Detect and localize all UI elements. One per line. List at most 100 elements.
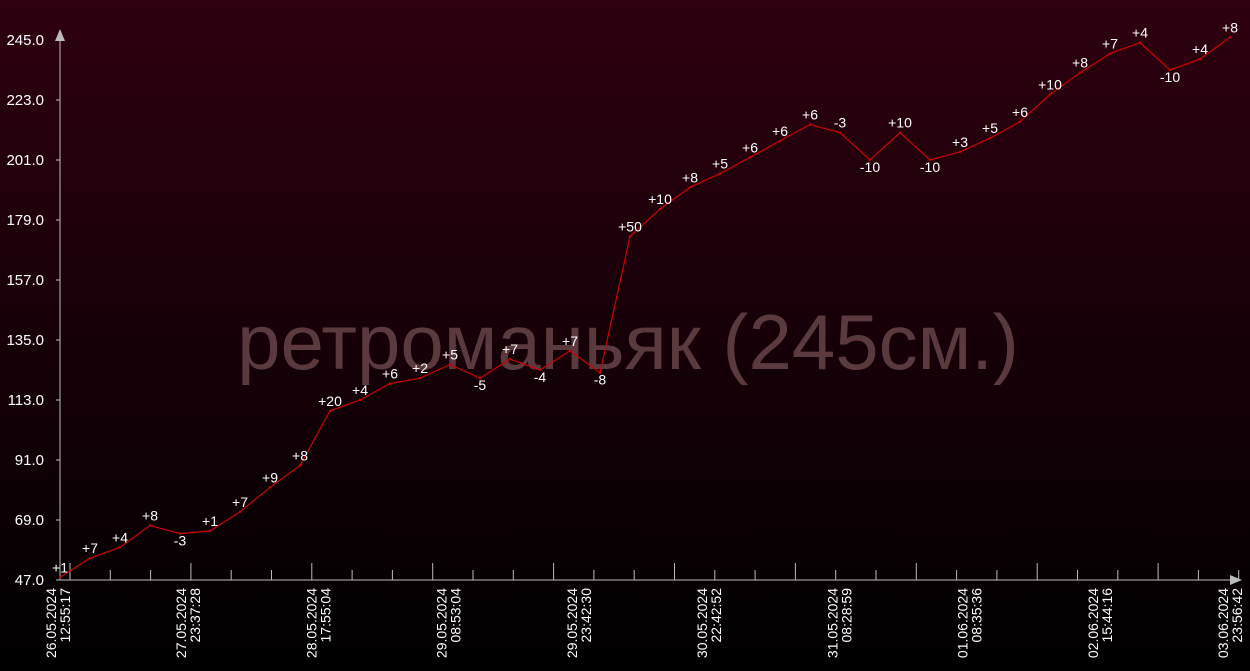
y-tick-label: 179.0 — [6, 212, 44, 229]
x-tick-date: 31.05.2024 — [824, 588, 840, 658]
data-label: +7 — [1102, 36, 1118, 52]
x-tick-date: 02.06.2024 — [1085, 588, 1101, 658]
data-label: +1 — [202, 513, 218, 529]
data-label: +6 — [742, 139, 758, 155]
data-label: +10 — [1038, 77, 1062, 93]
data-point — [628, 235, 632, 238]
data-label: +7 — [502, 341, 518, 357]
data-label: +6 — [802, 107, 818, 123]
data-label: +2 — [412, 360, 428, 376]
data-point — [58, 576, 62, 579]
data-point — [208, 529, 212, 533]
y-tick-label: 69.0 — [15, 512, 44, 529]
data-label: +1 — [52, 559, 68, 575]
x-tick-time: 23:56:42 — [1229, 588, 1245, 643]
x-tick-time: 22:42:52 — [708, 588, 724, 643]
data-point — [1108, 52, 1112, 55]
data-label: -10 — [1160, 69, 1180, 85]
data-point — [268, 486, 272, 489]
data-point — [358, 398, 362, 402]
x-tick-time: 12:55:17 — [57, 588, 73, 643]
watermark-text: ретроманьяк (245см.) — [237, 298, 1019, 386]
x-tick-date: 28.05.2024 — [303, 588, 319, 658]
x-tick-time: 08:35:36 — [969, 588, 985, 643]
series-line — [59, 36, 1231, 578]
y-tick-label: 135.0 — [6, 332, 44, 349]
data-label: +4 — [1192, 41, 1208, 57]
data-label: -8 — [594, 372, 607, 388]
data-point — [178, 532, 182, 535]
y-tick-label: 91.0 — [15, 452, 44, 469]
data-point — [298, 464, 302, 467]
data-label: -3 — [834, 115, 847, 131]
data-point — [658, 207, 662, 211]
x-tick-time: 23:37:28 — [187, 588, 203, 643]
data-label: +7 — [232, 494, 248, 510]
x-tick-time: 08:53:04 — [448, 588, 464, 643]
x-tick-date: 03.06.2024 — [1215, 588, 1231, 658]
y-tick-label: 245.0 — [6, 32, 44, 49]
x-tick-time: 17:55:04 — [317, 588, 333, 643]
y-tick-label: 157.0 — [6, 272, 44, 289]
data-label: +6 — [1012, 104, 1028, 120]
y-tick-label: 113.0 — [8, 392, 44, 409]
data-point — [418, 376, 422, 380]
y-tick-labels: 47.0 69.0 91.0 113.0 135.0 157.0 179.0 201.0 223… — [6, 32, 60, 589]
data-point — [568, 349, 572, 353]
x-tick-date: 29.05.2024 — [434, 588, 450, 658]
data-point — [1018, 120, 1022, 124]
data-point — [1198, 57, 1202, 61]
x-tick-date: 26.05.2024 — [43, 588, 59, 658]
data-label: -3 — [174, 533, 187, 549]
data-label: +8 — [1222, 19, 1238, 35]
data-label: +9 — [262, 469, 278, 485]
data-label: +20 — [318, 393, 342, 409]
data-label: +50 — [618, 218, 642, 234]
data-point — [928, 158, 932, 162]
data-point — [988, 136, 992, 140]
axes — [55, 29, 1242, 585]
data-label: +4 — [352, 382, 368, 398]
data-point — [538, 368, 542, 372]
data-label: +6 — [382, 366, 398, 382]
data-label: +8 — [292, 447, 308, 463]
x-tick-date: 29.05.2024 — [564, 588, 580, 658]
data-point — [898, 131, 902, 134]
data-point — [1168, 68, 1172, 72]
data-point — [1078, 71, 1082, 74]
data-label: +3 — [952, 134, 968, 150]
x-tick-time: 23:42:30 — [578, 588, 594, 643]
data-label: -10 — [860, 159, 880, 175]
data-point — [958, 150, 962, 154]
data-label: -10 — [920, 159, 940, 175]
data-label: +4 — [112, 529, 128, 545]
data-label: +8 — [142, 507, 158, 523]
data-label: +6 — [772, 123, 788, 139]
data-point — [328, 409, 332, 413]
data-point — [598, 371, 602, 374]
data-point — [838, 131, 842, 134]
data-point — [688, 186, 692, 189]
data-point — [1048, 93, 1052, 96]
y-tick-label: 223.0 — [6, 92, 44, 109]
y-axis-arrow — [55, 29, 65, 41]
data-point — [118, 546, 122, 549]
data-label: +7 — [82, 540, 98, 556]
data-point — [448, 363, 452, 366]
x-tick-date: 27.05.2024 — [173, 588, 189, 658]
data-label: +5 — [712, 156, 728, 172]
data-point — [808, 123, 812, 126]
data-points — [58, 36, 1232, 579]
data-label: +10 — [648, 191, 672, 207]
data-point — [748, 156, 752, 159]
data-point — [1138, 41, 1142, 44]
